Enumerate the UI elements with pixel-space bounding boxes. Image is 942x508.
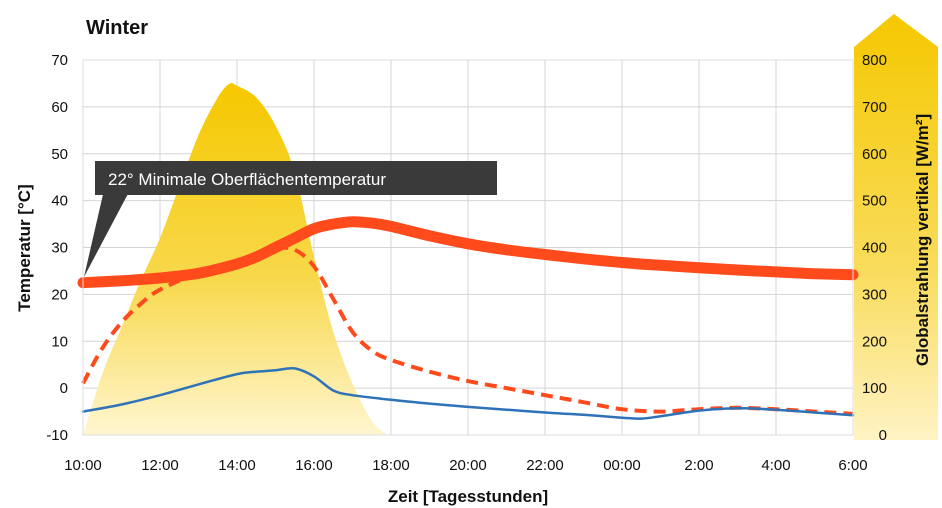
x-tick-label: 6:00	[838, 457, 867, 474]
callout-pointer	[84, 190, 130, 277]
y2-tick-label: 700	[862, 99, 887, 116]
x-tick-label: 4:00	[761, 457, 790, 474]
chart-title: Winter	[86, 17, 148, 39]
x-tick-label: 18:00	[372, 457, 410, 474]
y2-tick-label: 500	[862, 193, 887, 210]
y2-tick-label: 100	[862, 380, 887, 397]
y-tick-label: -10	[46, 427, 68, 444]
surface-temperature-line	[77, 216, 859, 289]
x-tick-labels: 10:00 12:00 14:00 16:00 18:00 20:00 22:00 00:00…	[64, 457, 867, 474]
y-tick-label: 0	[60, 380, 68, 397]
y2-tick-label: 400	[862, 240, 887, 257]
y-tick-label: 70	[51, 52, 68, 69]
callout-text: 22° Minimale Oberflächentemperatur	[108, 170, 386, 189]
callout-box	[95, 161, 497, 195]
x-tick-label: 20:00	[449, 457, 487, 474]
y-tick-label: 10	[51, 333, 68, 350]
y-tick-label: 60	[51, 99, 68, 116]
right-axis-band	[854, 14, 938, 440]
x-tick-label: 10:00	[64, 457, 102, 474]
x-tick-label: 22:00	[526, 457, 564, 474]
y-axis-title: Temperatur [°C]	[15, 184, 34, 311]
y2-tick-label: 200	[862, 333, 887, 350]
x-axis-title: Zeit [Tagesstunden]	[388, 487, 548, 506]
blue-temperature-line	[81, 366, 855, 420]
y2-tick-label: 600	[862, 146, 887, 163]
y-tick-labels: -10 0 10 20 30 40 50 60 70	[46, 52, 68, 444]
y-tick-label: 20	[51, 286, 68, 303]
plot-frame	[82, 59, 854, 436]
y-tick-label: 30	[51, 240, 68, 257]
y2-tick-label: 0	[879, 427, 887, 444]
y2-axis-title: Globalstrahlung vertikal [W/m²]	[913, 114, 932, 366]
x-tick-label: 14:00	[218, 457, 256, 474]
x-tick-label: 12:00	[141, 457, 179, 474]
y2-tick-label: 800	[862, 52, 887, 69]
x-tick-label: 2:00	[684, 457, 713, 474]
series-lines	[77, 216, 859, 420]
y2-tick-label: 300	[862, 286, 887, 303]
y2-tick-labels: 0 100 200 300 400 500 600 700 800	[862, 52, 887, 444]
y-tick-label: 40	[51, 193, 68, 210]
x-tick-label: 16:00	[295, 457, 333, 474]
dashed-temperature-line	[81, 245, 854, 416]
y-tick-label: 50	[51, 146, 68, 163]
x-tick-label: 00:00	[603, 457, 641, 474]
